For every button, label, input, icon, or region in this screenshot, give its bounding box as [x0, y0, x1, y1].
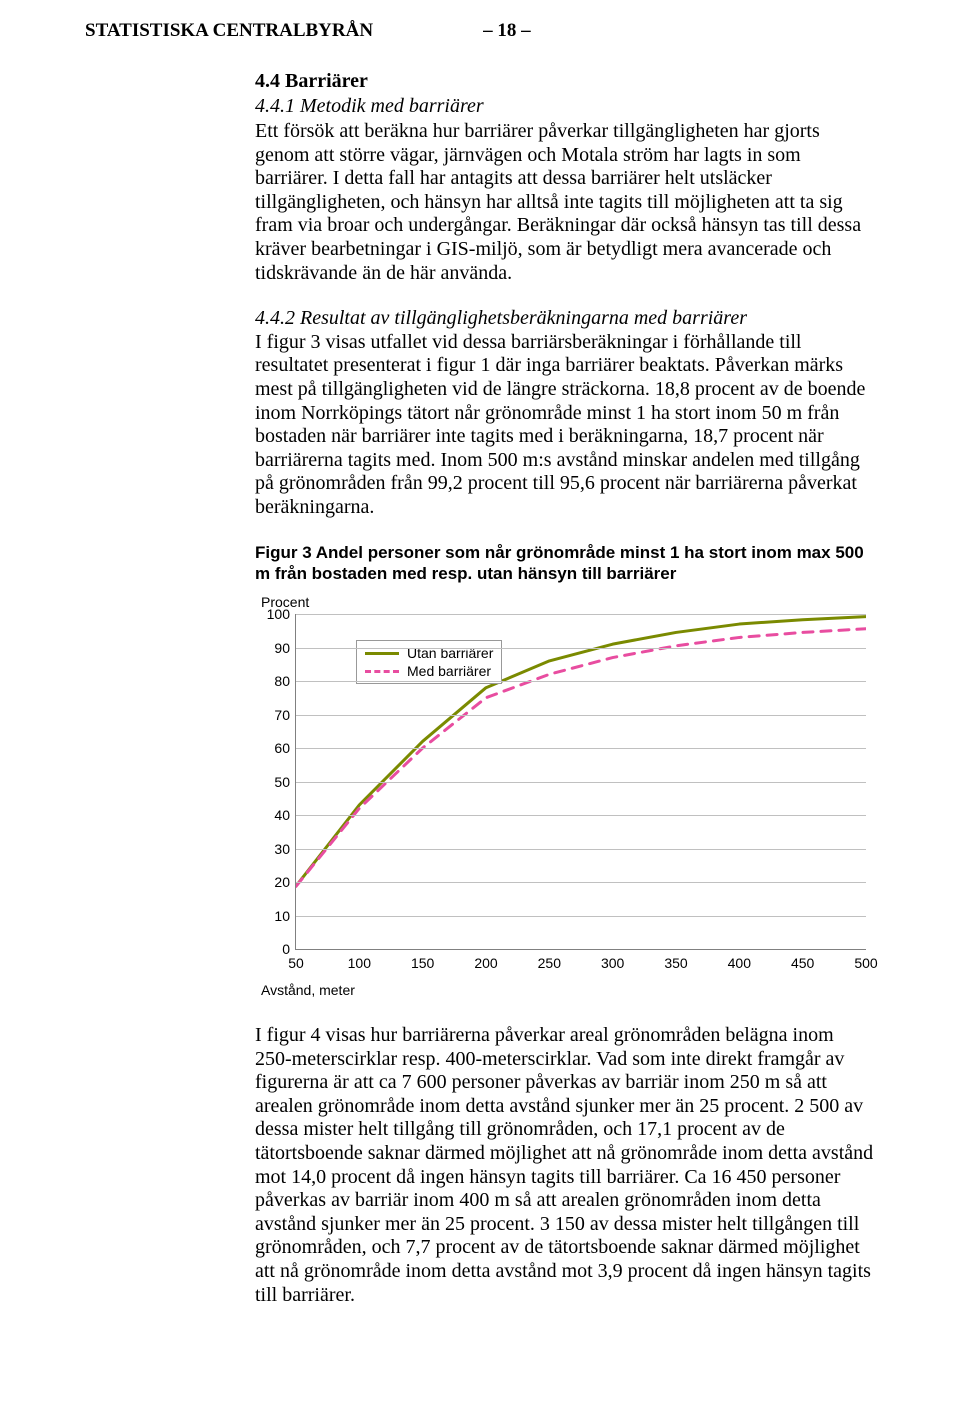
gridline: [296, 849, 866, 850]
x-tick-label: 250: [538, 955, 561, 971]
legend-swatch-utan: [365, 652, 399, 655]
y-tick-label: 60: [262, 740, 290, 756]
legend-label-med: Med barriärer: [407, 663, 491, 679]
gridline: [296, 882, 866, 883]
y-tick-label: 0: [262, 941, 290, 957]
x-tick-label: 100: [348, 955, 371, 971]
subsection-441-title: 4.4.1 Metodik med barriärer: [255, 95, 875, 118]
x-tick-label: 150: [411, 955, 434, 971]
x-tick-label: 450: [791, 955, 814, 971]
subsection-442-title: 4.4.2 Resultat av tillgänglighetsberäkni…: [255, 307, 747, 329]
section-title: 4.4 Barriärer: [255, 70, 875, 93]
org-name: STATISTISKA CENTRALBYRÅN: [85, 20, 373, 42]
plot-area: Utan barriärer Med barriärer 01020304050…: [295, 614, 866, 950]
gridline: [296, 748, 866, 749]
y-tick-label: 30: [262, 841, 290, 857]
paragraph-after-figure: I figur 4 visas hur barriärerna påverkar…: [255, 1024, 875, 1307]
legend-item-med: Med barriärer: [365, 663, 493, 679]
paragraph-442: 4.4.2 Resultat av tillgänglighetsberäkni…: [255, 307, 875, 519]
figure-3-chart: Procent Utan barriärer Med barriärer 010…: [255, 594, 875, 994]
y-tick-label: 70: [262, 707, 290, 723]
x-tick-label: 400: [728, 955, 751, 971]
page: STATISTISKA CENTRALBYRÅN – 18 – 4.4 Barr…: [0, 0, 960, 1337]
x-tick-label: 300: [601, 955, 624, 971]
x-axis-label: Avstånd, meter: [261, 982, 355, 998]
y-tick-label: 20: [262, 874, 290, 890]
paragraph-442-body: I figur 3 visas utfallet vid dessa barri…: [255, 331, 865, 518]
legend-swatch-med: [365, 670, 399, 673]
y-tick-label: 10: [262, 908, 290, 924]
gridline: [296, 782, 866, 783]
x-tick-label: 200: [474, 955, 497, 971]
gridline: [296, 815, 866, 816]
gridline: [296, 614, 866, 615]
x-tick-label: 350: [664, 955, 687, 971]
y-tick-label: 80: [262, 673, 290, 689]
content: 4.4 Barriärer 4.4.1 Metodik med barriäre…: [255, 70, 875, 1307]
gridline: [296, 715, 866, 716]
gridline: [296, 648, 866, 649]
y-tick-label: 40: [262, 807, 290, 823]
gridline: [296, 681, 866, 682]
paragraph-441: Ett försök att beräkna hur barriärer påv…: [255, 120, 875, 285]
figure-caption: Figur 3 Andel personer som når grönområd…: [255, 542, 875, 585]
y-tick-label: 100: [262, 606, 290, 622]
gridline: [296, 916, 866, 917]
x-tick-label: 500: [854, 955, 877, 971]
page-number: – 18 –: [483, 20, 531, 42]
x-tick-label: 50: [288, 955, 304, 971]
y-tick-label: 90: [262, 640, 290, 656]
y-tick-label: 50: [262, 774, 290, 790]
page-header: STATISTISKA CENTRALBYRÅN – 18 –: [85, 20, 875, 42]
